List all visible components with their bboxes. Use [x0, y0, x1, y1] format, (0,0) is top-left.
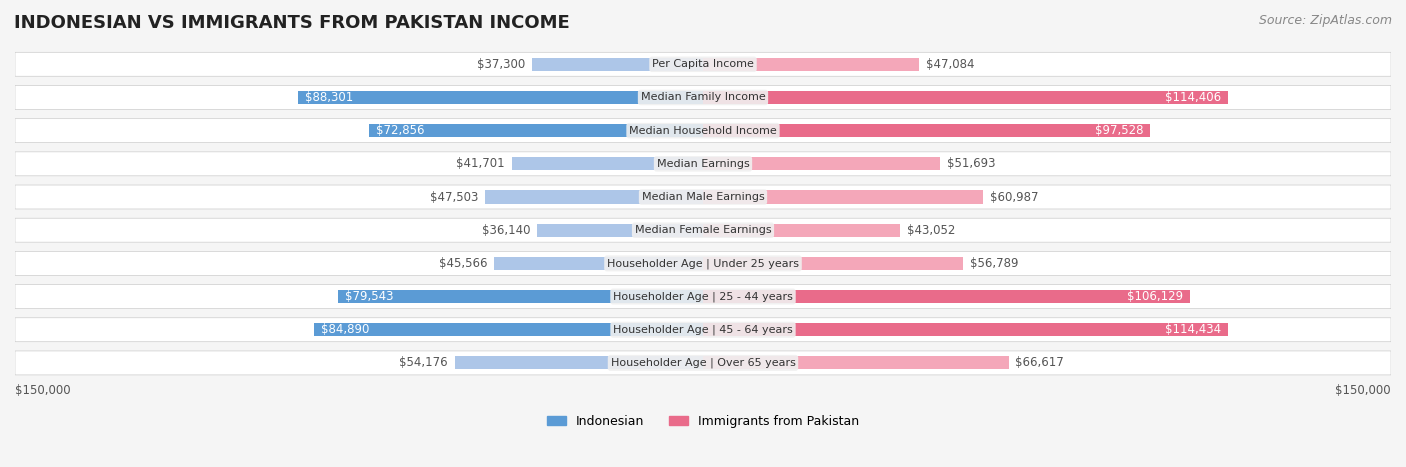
- Text: $54,176: $54,176: [399, 356, 447, 369]
- FancyBboxPatch shape: [15, 218, 1391, 242]
- Text: $79,543: $79,543: [344, 290, 394, 303]
- Bar: [531, 58, 703, 71]
- Text: $97,528: $97,528: [1095, 124, 1143, 137]
- Text: $72,856: $72,856: [375, 124, 425, 137]
- FancyBboxPatch shape: [15, 152, 1391, 176]
- Text: Median Female Earnings: Median Female Earnings: [634, 225, 772, 235]
- Legend: Indonesian, Immigrants from Pakistan: Indonesian, Immigrants from Pakistan: [541, 410, 865, 433]
- Text: $37,300: $37,300: [477, 58, 524, 71]
- Text: $45,566: $45,566: [439, 257, 486, 270]
- Bar: [703, 124, 1150, 137]
- Text: Householder Age | 45 - 64 years: Householder Age | 45 - 64 years: [613, 325, 793, 335]
- Text: Median Male Earnings: Median Male Earnings: [641, 192, 765, 202]
- FancyBboxPatch shape: [15, 284, 1391, 309]
- Bar: [703, 323, 1227, 336]
- Text: $114,406: $114,406: [1164, 91, 1220, 104]
- Bar: [703, 224, 900, 237]
- Bar: [485, 191, 703, 204]
- FancyBboxPatch shape: [15, 185, 1391, 209]
- Text: $150,000: $150,000: [15, 384, 70, 397]
- Text: $114,434: $114,434: [1164, 323, 1220, 336]
- Text: $60,987: $60,987: [990, 191, 1038, 204]
- Bar: [368, 124, 703, 137]
- Bar: [703, 356, 1008, 369]
- Text: $88,301: $88,301: [305, 91, 353, 104]
- Text: $43,052: $43,052: [907, 224, 956, 237]
- Text: $66,617: $66,617: [1015, 356, 1064, 369]
- Bar: [703, 290, 1189, 303]
- Bar: [314, 323, 703, 336]
- Text: Householder Age | 25 - 44 years: Householder Age | 25 - 44 years: [613, 291, 793, 302]
- Bar: [703, 58, 920, 71]
- Bar: [298, 91, 703, 104]
- FancyBboxPatch shape: [15, 318, 1391, 342]
- FancyBboxPatch shape: [15, 351, 1391, 375]
- Text: Householder Age | Under 25 years: Householder Age | Under 25 years: [607, 258, 799, 269]
- Text: Median Family Income: Median Family Income: [641, 92, 765, 102]
- Bar: [703, 157, 941, 170]
- Text: $41,701: $41,701: [456, 157, 505, 170]
- Text: $84,890: $84,890: [321, 323, 368, 336]
- Bar: [703, 91, 1227, 104]
- Text: $150,000: $150,000: [1336, 384, 1391, 397]
- Text: Median Household Income: Median Household Income: [628, 126, 778, 135]
- Text: Source: ZipAtlas.com: Source: ZipAtlas.com: [1258, 14, 1392, 27]
- Bar: [494, 257, 703, 270]
- Text: Householder Age | Over 65 years: Householder Age | Over 65 years: [610, 358, 796, 368]
- Text: INDONESIAN VS IMMIGRANTS FROM PAKISTAN INCOME: INDONESIAN VS IMMIGRANTS FROM PAKISTAN I…: [14, 14, 569, 32]
- FancyBboxPatch shape: [15, 52, 1391, 76]
- FancyBboxPatch shape: [15, 85, 1391, 109]
- Text: $47,503: $47,503: [430, 191, 478, 204]
- Bar: [537, 224, 703, 237]
- Bar: [454, 356, 703, 369]
- Bar: [512, 157, 703, 170]
- Bar: [703, 191, 983, 204]
- Text: $36,140: $36,140: [482, 224, 530, 237]
- FancyBboxPatch shape: [15, 119, 1391, 142]
- Text: $47,084: $47,084: [925, 58, 974, 71]
- Text: $106,129: $106,129: [1126, 290, 1182, 303]
- Text: $51,693: $51,693: [948, 157, 995, 170]
- Bar: [703, 257, 963, 270]
- Text: Median Earnings: Median Earnings: [657, 159, 749, 169]
- Text: Per Capita Income: Per Capita Income: [652, 59, 754, 69]
- Text: $56,789: $56,789: [970, 257, 1019, 270]
- Bar: [339, 290, 703, 303]
- FancyBboxPatch shape: [15, 251, 1391, 276]
